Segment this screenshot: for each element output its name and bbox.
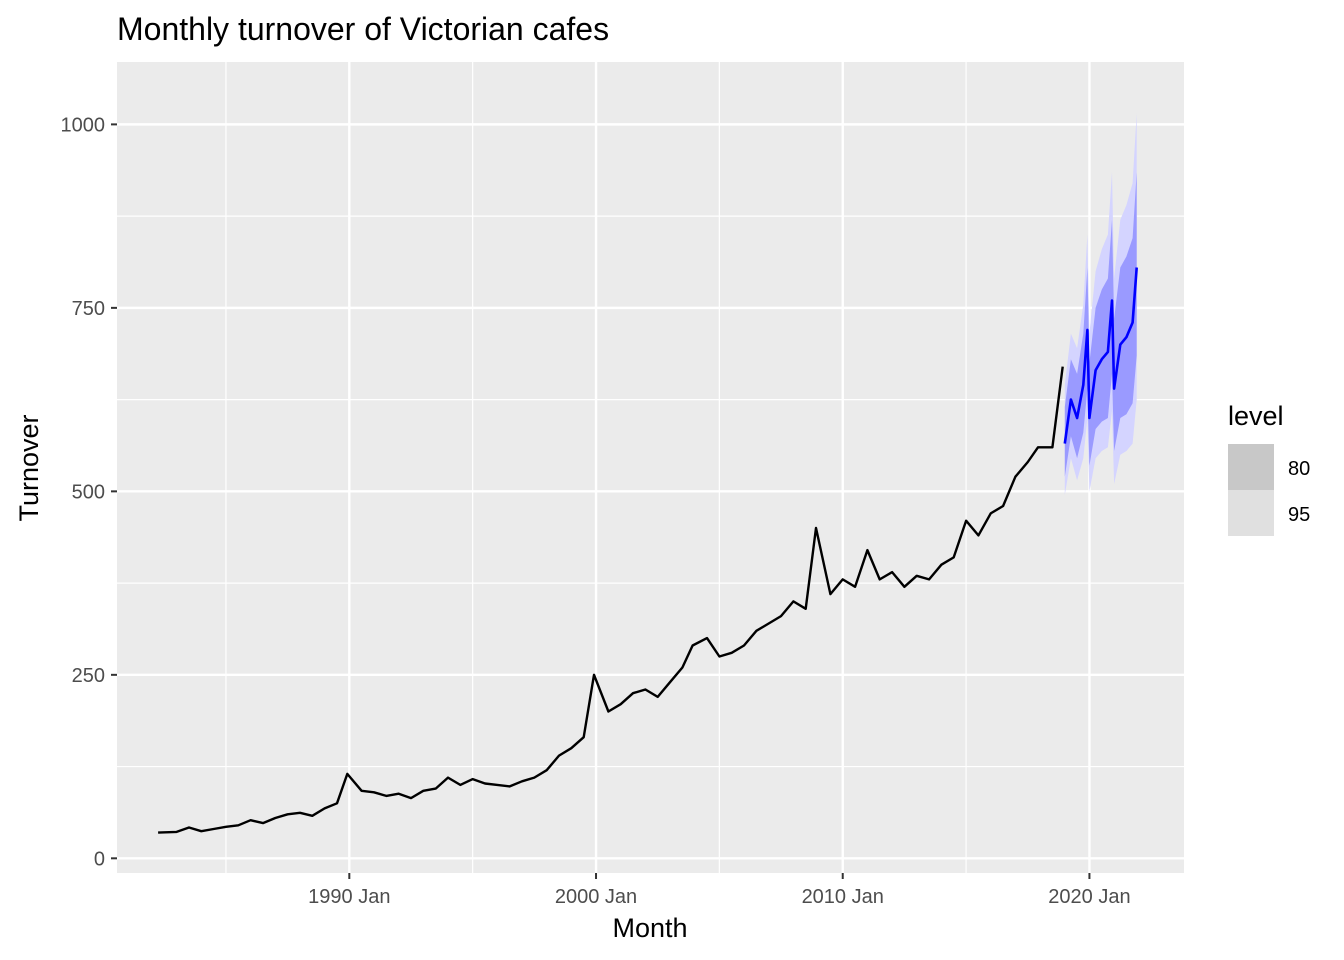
y-tick-label: 750	[72, 298, 105, 320]
legend-title: level	[1228, 401, 1284, 431]
chart-title: Monthly turnover of Victorian cafes	[117, 11, 609, 47]
x-tick-label: 1990 Jan	[308, 886, 390, 908]
legend-key-80	[1228, 444, 1274, 490]
x-tick-label: 2020 Jan	[1048, 886, 1130, 908]
line-layer	[158, 267, 1138, 834]
axis-layer: 0 250 500 750 1000 1990 Jan 2000 Jan 2010 Jan 20…	[61, 114, 1131, 908]
grid-layer	[117, 62, 1184, 873]
x-axis-title: Month	[612, 913, 687, 943]
band-80-layer	[1064, 172, 1137, 477]
history-line	[158, 366, 1064, 834]
y-tick-label: 500	[72, 481, 105, 503]
forecast-line	[1063, 267, 1138, 444]
legend-items: 80 95	[1228, 444, 1310, 536]
y-tick-label: 0	[94, 848, 105, 870]
legend-label: 95	[1288, 504, 1310, 526]
y-tick-label: 250	[72, 665, 105, 687]
y-axis-title: Turnover	[14, 414, 44, 521]
x-tick-label: 2010 Jan	[802, 886, 884, 908]
legend-key-95	[1228, 490, 1274, 536]
x-tick-label: 2000 Jan	[555, 886, 637, 908]
y-tick-label: 1000	[61, 114, 106, 136]
plot-panel	[117, 62, 1184, 873]
legend: level 80 95	[1228, 401, 1310, 536]
band-80	[1064, 172, 1137, 477]
legend-label: 80	[1288, 458, 1310, 480]
